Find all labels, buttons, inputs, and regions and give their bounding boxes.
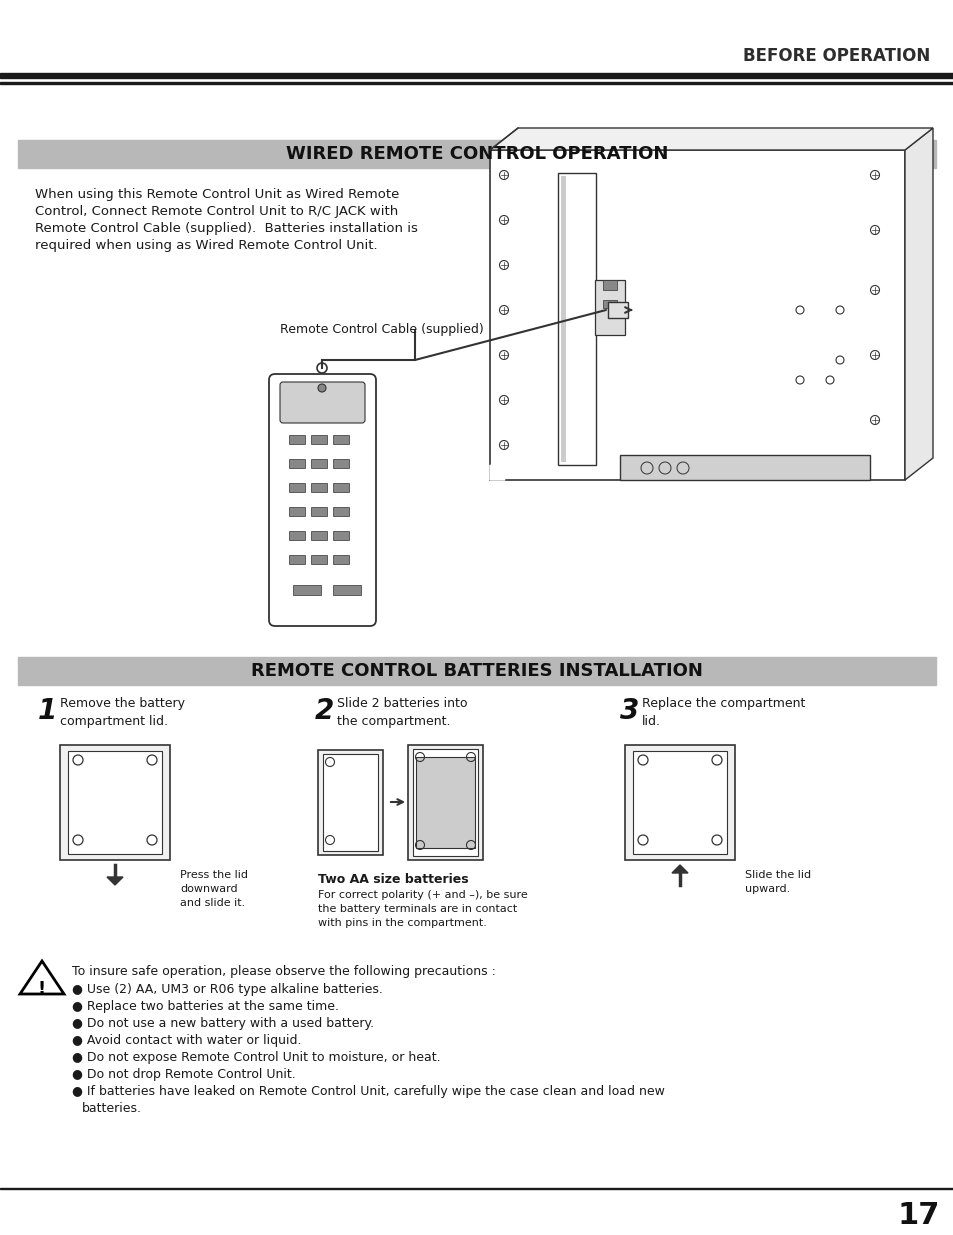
Text: WIRED REMOTE CONTROL OPERATION: WIRED REMOTE CONTROL OPERATION <box>286 144 667 163</box>
Bar <box>68 751 162 853</box>
Polygon shape <box>671 864 687 873</box>
Bar <box>333 531 349 540</box>
Polygon shape <box>490 128 932 149</box>
Text: Remote Control Cable (supplied).  Batteries installation is: Remote Control Cable (supplied). Batteri… <box>35 222 417 235</box>
Bar <box>311 459 327 468</box>
Bar <box>416 757 475 848</box>
Bar <box>18 657 935 685</box>
Text: Remote Control Cable (supplied): Remote Control Cable (supplied) <box>280 324 483 336</box>
Bar <box>633 751 726 853</box>
Bar <box>560 177 565 462</box>
Text: Slide 2 batteries into
the compartment.: Slide 2 batteries into the compartment. <box>336 697 467 727</box>
Text: REMOTE CONTROL BATTERIES INSTALLATION: REMOTE CONTROL BATTERIES INSTALLATION <box>251 662 702 680</box>
Bar <box>0 73 953 78</box>
Bar <box>0 82 953 84</box>
Text: Slide the lid
upward.: Slide the lid upward. <box>744 869 810 894</box>
Bar <box>311 531 327 540</box>
Bar <box>289 508 305 516</box>
Text: ● Avoid contact with water or liquid.: ● Avoid contact with water or liquid. <box>71 1034 301 1047</box>
Text: Remove the battery
compartment lid.: Remove the battery compartment lid. <box>60 697 185 727</box>
Bar <box>317 750 382 855</box>
Bar <box>595 280 624 335</box>
Text: Replace the compartment
lid.: Replace the compartment lid. <box>641 697 804 727</box>
Bar <box>323 755 377 851</box>
Bar <box>624 745 734 860</box>
Bar <box>333 483 349 492</box>
FancyBboxPatch shape <box>269 374 375 626</box>
Text: ● Do not use a new battery with a used battery.: ● Do not use a new battery with a used b… <box>71 1016 374 1030</box>
Text: batteries.: batteries. <box>82 1102 142 1115</box>
Text: ● Use (2) AA, UM3 or R06 type alkaline batteries.: ● Use (2) AA, UM3 or R06 type alkaline b… <box>71 983 382 995</box>
Polygon shape <box>904 128 932 480</box>
Bar <box>289 555 305 564</box>
Text: BEFORE OPERATION: BEFORE OPERATION <box>742 47 929 65</box>
Text: !: ! <box>38 981 46 998</box>
Text: Press the lid
downward
and slide it.: Press the lid downward and slide it. <box>180 869 248 908</box>
Text: Control, Connect Remote Control Unit to R/C JACK with: Control, Connect Remote Control Unit to … <box>35 205 397 219</box>
Bar <box>289 435 305 445</box>
Bar <box>602 280 617 290</box>
Text: required when using as Wired Remote Control Unit.: required when using as Wired Remote Cont… <box>35 240 377 252</box>
Bar <box>311 483 327 492</box>
Bar <box>333 508 349 516</box>
Bar <box>311 555 327 564</box>
Text: ● If batteries have leaked on Remote Control Unit, carefully wipe the case clean: ● If batteries have leaked on Remote Con… <box>71 1086 664 1098</box>
Bar <box>602 300 617 308</box>
Bar <box>0 1188 953 1189</box>
Bar <box>333 459 349 468</box>
Bar <box>333 435 349 445</box>
Bar <box>293 585 320 595</box>
Bar <box>311 508 327 516</box>
Bar <box>413 748 477 856</box>
Bar <box>289 483 305 492</box>
Bar <box>333 555 349 564</box>
Text: When using this Remote Control Unit as Wired Remote: When using this Remote Control Unit as W… <box>35 188 399 201</box>
Bar <box>607 303 627 317</box>
Text: 1: 1 <box>38 697 57 725</box>
Bar <box>333 585 360 595</box>
Polygon shape <box>20 961 64 994</box>
Text: ● Do not drop Remote Control Unit.: ● Do not drop Remote Control Unit. <box>71 1068 295 1081</box>
FancyBboxPatch shape <box>280 382 365 424</box>
Polygon shape <box>490 466 504 480</box>
Bar <box>619 454 869 480</box>
Text: ● Replace two batteries at the same time.: ● Replace two batteries at the same time… <box>71 1000 338 1013</box>
Bar <box>60 745 170 860</box>
Text: ● Do not expose Remote Control Unit to moisture, or heat.: ● Do not expose Remote Control Unit to m… <box>71 1051 440 1065</box>
Bar <box>18 140 935 168</box>
Text: For correct polarity (+ and –), be sure
the battery terminals are in contact
wit: For correct polarity (+ and –), be sure … <box>317 890 527 927</box>
Bar <box>558 173 596 466</box>
Bar <box>311 435 327 445</box>
Text: 17: 17 <box>897 1200 940 1230</box>
Bar <box>289 459 305 468</box>
Text: Two AA size batteries: Two AA size batteries <box>317 873 468 885</box>
Polygon shape <box>107 877 123 885</box>
Bar <box>289 531 305 540</box>
Text: 3: 3 <box>619 697 639 725</box>
Bar <box>490 149 904 480</box>
Text: 2: 2 <box>314 697 334 725</box>
Bar <box>408 745 482 860</box>
Text: To insure safe operation, please observe the following precautions :: To insure safe operation, please observe… <box>71 965 496 978</box>
Circle shape <box>317 384 326 391</box>
